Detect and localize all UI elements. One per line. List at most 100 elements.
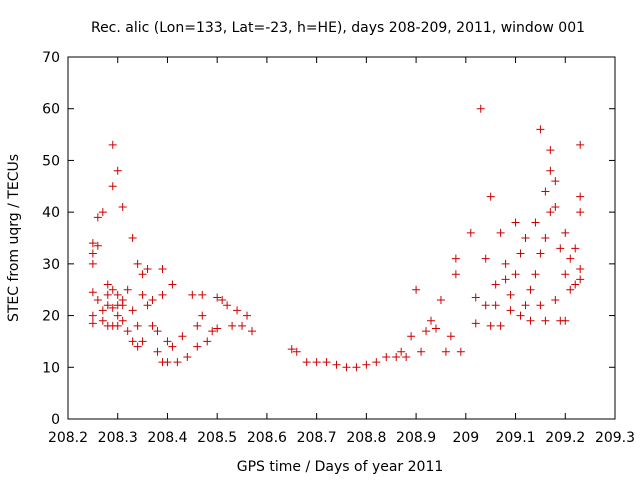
data-point — [496, 321, 505, 330]
data-point — [566, 285, 575, 294]
data-point — [223, 301, 232, 310]
data-point — [541, 316, 550, 325]
data-point — [571, 244, 580, 253]
data-point — [431, 324, 440, 333]
data-point — [417, 347, 426, 356]
y-tick-label: 60 — [42, 102, 60, 118]
data-point — [576, 192, 585, 201]
data-point — [128, 306, 137, 315]
plot-frame — [67, 56, 616, 420]
x-tick-label: 209 — [452, 430, 479, 446]
data-point — [128, 337, 137, 346]
data-point — [481, 254, 490, 263]
data-point — [362, 360, 371, 369]
data-point — [516, 249, 525, 258]
data-point — [392, 352, 401, 361]
data-point — [113, 290, 122, 299]
y-axis-label: STEC from uqrg / TECUs — [6, 154, 22, 322]
data-point — [571, 280, 580, 289]
data-point — [247, 327, 256, 336]
data-point — [88, 288, 97, 297]
data-point — [113, 166, 122, 175]
data-point — [188, 290, 197, 299]
data-point — [203, 337, 212, 346]
data-point — [148, 321, 157, 330]
x-tick-label: 208.9 — [396, 430, 436, 446]
y-tick-label: 30 — [42, 257, 60, 273]
data-point — [402, 352, 411, 361]
data-point — [511, 270, 520, 279]
data-point — [123, 327, 132, 336]
data-point — [506, 306, 515, 315]
data-point — [98, 208, 107, 217]
data-point — [178, 332, 187, 341]
data-point — [536, 249, 545, 258]
data-point — [412, 285, 421, 294]
data-point — [158, 290, 167, 299]
x-tick-label: 208.4 — [147, 430, 187, 446]
data-point — [118, 296, 127, 305]
x-tick-label: 208.3 — [98, 430, 138, 446]
data-point — [536, 301, 545, 310]
data-point — [531, 270, 540, 279]
data-point — [422, 327, 431, 336]
data-point — [193, 342, 202, 351]
data-point — [143, 265, 152, 274]
y-tick-label: 40 — [42, 205, 60, 221]
data-point — [546, 208, 555, 217]
data-point — [516, 311, 525, 320]
data-point — [576, 208, 585, 217]
data-point — [218, 296, 227, 305]
data-point — [98, 316, 107, 325]
data-point — [108, 140, 117, 149]
data-point — [93, 213, 102, 222]
data-point — [302, 358, 311, 367]
data-point — [322, 358, 331, 367]
data-point — [113, 321, 122, 330]
data-point — [551, 202, 560, 211]
data-point — [208, 327, 217, 336]
data-point — [491, 301, 500, 310]
data-points — [88, 104, 585, 372]
y-tick-label: 20 — [42, 309, 60, 325]
x-tick-label: 208.7 — [297, 430, 337, 446]
data-point — [103, 280, 112, 289]
data-point — [138, 290, 147, 299]
data-point — [213, 324, 222, 333]
data-point — [372, 358, 381, 367]
chart-title: Rec. alic (Lon=133, Lat=-23, h=HE), days… — [91, 20, 585, 36]
data-point — [168, 342, 177, 351]
data-point — [556, 244, 565, 253]
data-point — [526, 285, 535, 294]
y-tick-label: 70 — [42, 50, 60, 66]
data-point — [213, 293, 222, 302]
data-point — [541, 187, 550, 196]
data-point — [521, 234, 530, 242]
x-tick-label: 209.1 — [495, 430, 535, 446]
data-point — [456, 347, 465, 356]
data-point — [243, 311, 252, 320]
data-point — [511, 218, 520, 227]
data-point — [541, 234, 550, 242]
data-point — [561, 270, 570, 279]
data-point — [118, 202, 127, 211]
data-point — [88, 311, 97, 320]
data-point — [486, 192, 495, 201]
data-point — [407, 332, 416, 341]
data-point — [576, 265, 585, 274]
data-point — [566, 254, 575, 263]
data-point — [451, 270, 460, 279]
data-point — [138, 337, 147, 346]
data-point — [158, 265, 167, 274]
data-point — [193, 321, 202, 330]
data-point — [576, 140, 585, 149]
data-point — [352, 363, 361, 372]
x-tick-label: 209.3 — [595, 430, 635, 446]
data-point — [382, 352, 391, 361]
data-point — [521, 301, 530, 310]
data-point — [292, 347, 301, 356]
data-point — [476, 104, 485, 113]
data-point — [143, 301, 152, 310]
data-point — [123, 285, 132, 294]
